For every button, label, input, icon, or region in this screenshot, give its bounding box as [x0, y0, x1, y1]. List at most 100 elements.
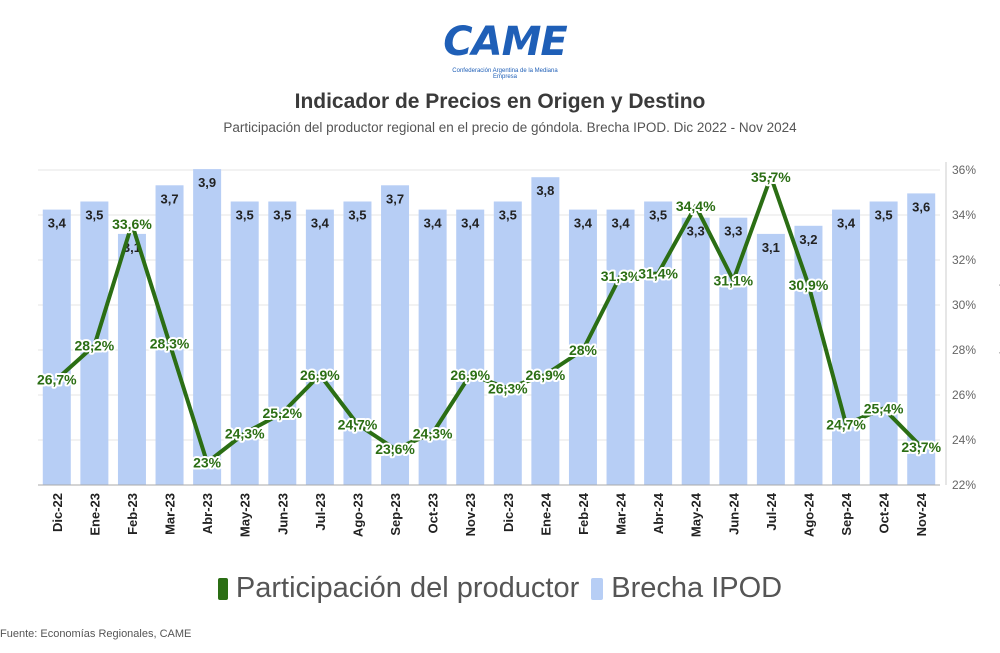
bar-value-label: 3,2	[799, 232, 817, 247]
legend-item-line[interactable]: Participación del productor	[217, 572, 580, 605]
x-tick-label: Ago-23	[350, 493, 365, 537]
x-tick-label: Jul-23	[313, 493, 328, 531]
bar	[305, 209, 334, 485]
y2-tick-label: 28%	[952, 343, 976, 357]
chart-area: 22%24%26%28%30%32%34%36%Participación de…	[35, 162, 1000, 537]
x-tick-label: Jun-23	[275, 493, 290, 535]
x-tick-label: Sep-24	[839, 492, 854, 535]
x-tick-label: Ago-24	[801, 492, 816, 537]
x-tick-label: Oct-23	[426, 493, 441, 533]
x-tick-label: May-23	[238, 493, 253, 537]
line-value-label: 26,9%	[450, 367, 490, 383]
line-value-label: 23,6%	[375, 441, 415, 457]
x-tick-label: Nov-23	[463, 493, 478, 536]
x-tick-label: Feb-24	[576, 492, 591, 535]
came-logo: CAME Confederación Argentina de la Media…	[440, 20, 570, 90]
line-value-label: 24,7%	[338, 416, 378, 432]
x-tick-label: Mar-23	[163, 493, 178, 535]
line-value-label: 25,2%	[262, 405, 302, 421]
x-tick-label: Sep-23	[388, 493, 403, 536]
bar	[644, 201, 673, 485]
bar-value-label: 3,9	[198, 175, 216, 190]
line-value-label: 28,3%	[150, 335, 190, 351]
participation-line	[55, 174, 923, 465]
y2-tick-label: 22%	[952, 478, 976, 492]
bar-value-label: 3,5	[875, 208, 893, 223]
bar-value-label: 3,3	[724, 224, 742, 239]
x-tick-label: Jun-24	[726, 492, 741, 535]
y2-tick-label: 36%	[952, 163, 976, 177]
bar-value-label: 3,5	[85, 208, 103, 223]
bar	[418, 209, 447, 485]
bar-value-label: 3,4	[311, 216, 330, 231]
logo-word: CAME	[443, 19, 567, 65]
line-value-label: 34,4%	[676, 198, 716, 214]
line-value-label: 31,3%	[601, 268, 641, 284]
line-value-label: 33,6%	[112, 216, 152, 232]
x-tick-label: Dic-22	[50, 493, 65, 532]
source-note: Fuente: Economías Regionales, CAME	[0, 628, 192, 640]
bar-value-label: 3,5	[499, 208, 517, 223]
legend-item-bar[interactable]: Brecha IPOD	[591, 572, 782, 605]
bar	[268, 201, 297, 485]
y2-tick-label: 30%	[952, 298, 976, 312]
bar-value-label: 3,5	[348, 208, 366, 223]
bar	[456, 209, 485, 485]
x-tick-label: Oct-24	[877, 492, 892, 533]
x-tick-label: Jul-24	[764, 492, 779, 530]
bar	[42, 209, 71, 485]
line-value-label: 24,3%	[225, 425, 265, 441]
chart-subtitle: Participación del productor regional en …	[223, 120, 797, 135]
line-value-label: 23%	[193, 455, 222, 471]
bar	[230, 201, 259, 485]
line-value-label: 26,9%	[300, 367, 340, 383]
y2-tick-label: 34%	[952, 208, 976, 222]
bar	[343, 201, 372, 485]
bar-value-label: 3,5	[236, 208, 254, 223]
legend-line-swatch	[217, 577, 228, 600]
x-tick-label: Abr-24	[651, 492, 666, 534]
line-value-label: 24,7%	[826, 416, 866, 432]
bar-value-label: 3,4	[612, 216, 631, 231]
line-value-label: 31,1%	[713, 272, 753, 288]
y2-tick-label: 32%	[952, 253, 976, 267]
x-tick-label: Mar-24	[614, 492, 629, 535]
x-tick-label: Feb-23	[125, 493, 140, 535]
x-tick-label: Ene-23	[87, 493, 102, 536]
bar	[493, 201, 522, 485]
bar	[756, 233, 785, 485]
bar-value-label: 3,4	[424, 216, 443, 231]
legend-bar-swatch	[591, 577, 604, 600]
y2-tick-label: 24%	[952, 433, 976, 447]
legend-line-label: Participación del productor	[235, 572, 580, 604]
line-value-label: 26,3%	[488, 380, 528, 396]
bar	[681, 217, 710, 485]
x-tick-label: Abr-23	[200, 493, 215, 534]
bar-value-label: 3,3	[687, 224, 705, 239]
line-value-label: 23,7%	[901, 439, 941, 455]
line-value-label: 28%	[569, 342, 598, 358]
bar-value-label: 3,4	[837, 216, 856, 231]
chart-title: Indicador de Precios en Origen y Destino	[294, 90, 706, 113]
bar	[794, 225, 823, 486]
bar	[117, 233, 146, 485]
legend-bar-label: Brecha IPOD	[611, 572, 783, 604]
bar	[606, 209, 635, 485]
bar	[832, 209, 861, 485]
bar	[381, 185, 410, 486]
bar-value-label: 3,4	[48, 216, 67, 231]
logo-subtitle: Confederación Argentina de la Mediana Em…	[452, 68, 558, 80]
line-value-label: 24,3%	[413, 425, 453, 441]
bar-value-label: 3,7	[386, 191, 404, 206]
bar-value-label: 3,8	[536, 183, 554, 198]
x-tick-label: Dic-23	[501, 493, 516, 532]
bar-value-label: 3,5	[273, 208, 291, 223]
x-tick-label: Ene-24	[538, 492, 553, 535]
line-value-label: 35,7%	[751, 169, 791, 185]
bar	[155, 185, 184, 486]
bar-value-label: 3,4	[461, 216, 480, 231]
bar	[531, 177, 560, 485]
bar-value-label: 3,5	[649, 208, 667, 223]
bar-value-label: 3,4	[574, 216, 593, 231]
x-tick-label: Nov-24	[914, 492, 929, 536]
